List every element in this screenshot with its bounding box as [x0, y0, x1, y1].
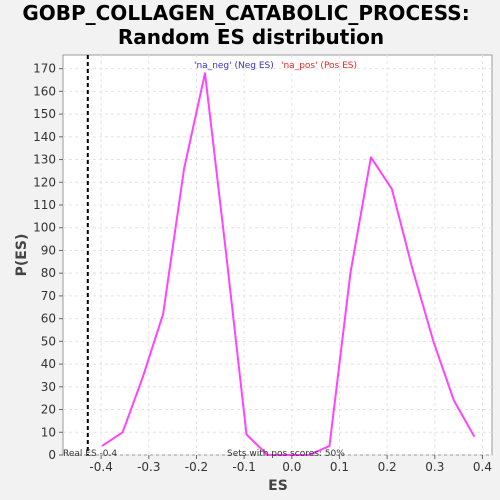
real-es-label: Real ES -0.4 [63, 449, 117, 459]
x-axis-label: ES [268, 478, 288, 494]
y-tick-label: 80 [41, 266, 56, 280]
y-tick-label: 40 [41, 357, 56, 371]
plot-area [62, 54, 493, 456]
y-tick-label: 140 [33, 130, 56, 144]
y-tick-label: 120 [33, 175, 56, 189]
y-tick-label: 90 [41, 243, 56, 257]
x-tick-label: 0.1 [330, 460, 349, 474]
y-tick-label: 30 [41, 380, 56, 394]
y-tick-label: 150 [33, 107, 56, 121]
pos-scores-annotation: Sets with pos scores: 50% [227, 449, 345, 459]
y-axis-label: P(ES) [14, 234, 30, 277]
x-tick-label: 0.0 [282, 460, 301, 474]
x-tick-label: -0.3 [137, 460, 160, 474]
x-tick-label: -0.4 [89, 460, 112, 474]
y-tick-label: 10 [41, 425, 56, 439]
series-layer [101, 72, 476, 456]
chart-subtitle: Random ES distribution [118, 25, 384, 49]
x-tick-label: -0.2 [185, 460, 208, 474]
y-tick-label: 110 [33, 198, 56, 212]
grid [63, 55, 492, 456]
y-tick-label: 70 [41, 289, 56, 303]
y-tick-label: 50 [41, 334, 56, 348]
chart-title: GOBP_COLLAGEN_CATABOLIC_PROCESS: [22, 1, 469, 25]
x-tick-label: 0.4 [473, 460, 492, 474]
legend-neg-es: 'na_neg' (Neg ES) [194, 61, 274, 71]
axes: 0 10 20 30 40 50 60 70 80 90 100 110 120 130 140 150 160… [33, 62, 492, 474]
x-tick-label: 0.2 [378, 460, 397, 474]
y-tick-label: 60 [41, 312, 56, 326]
y-tick-label: 160 [33, 84, 56, 98]
y-tick-label: 170 [33, 62, 56, 76]
y-tick-label: 20 [41, 403, 56, 417]
x-tick-label: 0.3 [425, 460, 444, 474]
es-distribution-line [101, 72, 476, 456]
y-tick-label: 130 [33, 153, 56, 167]
y-tick-label: 0 [48, 448, 56, 462]
x-tick-label: -0.1 [232, 460, 255, 474]
legend-pos-es: 'na_pos' (Pos ES) [281, 61, 357, 71]
y-tick-label: 100 [33, 221, 56, 235]
